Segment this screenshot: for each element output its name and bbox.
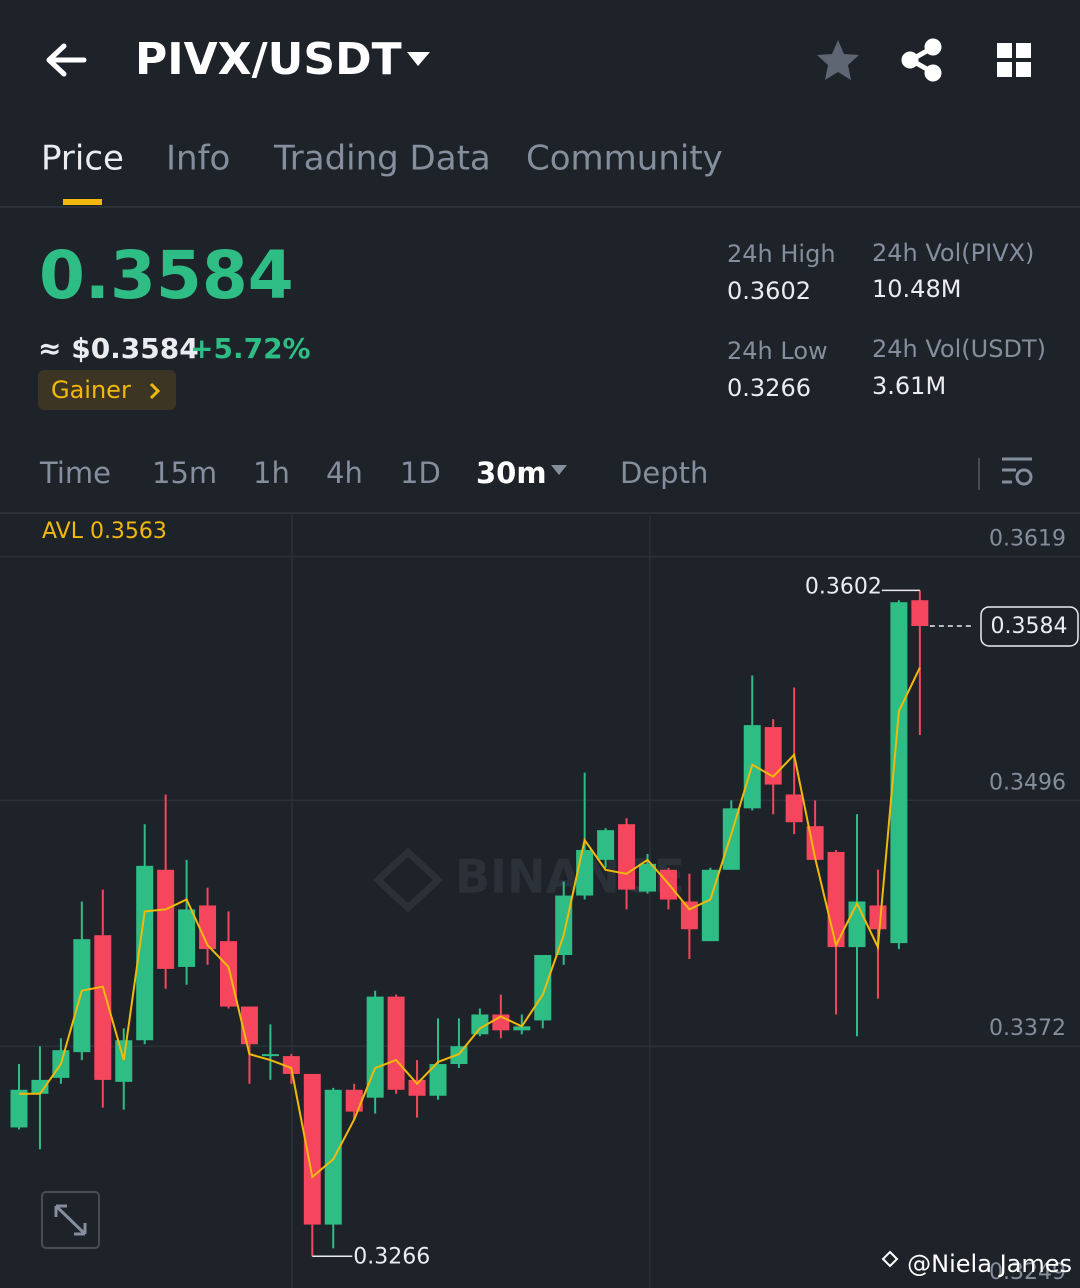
candle-body bbox=[115, 1040, 133, 1082]
share-dot bbox=[924, 38, 942, 56]
stat-value: 0.3602 bbox=[727, 277, 811, 305]
y-tick-label: 0.3372 bbox=[989, 1016, 1066, 1041]
candle-body bbox=[429, 1064, 447, 1096]
candle-body bbox=[471, 1014, 489, 1035]
candle-body bbox=[785, 794, 803, 823]
candle-body bbox=[31, 1079, 49, 1094]
watermark-logo bbox=[372, 847, 444, 913]
interval[interactable]: Time bbox=[39, 456, 111, 490]
credit-logo bbox=[881, 1250, 899, 1268]
stat-label: 24h Low bbox=[727, 337, 828, 365]
interval-selected[interactable]: 30m bbox=[476, 456, 547, 490]
expand-icon bbox=[54, 1204, 87, 1236]
stat-label: 24h Vol(PIVX) bbox=[872, 239, 1034, 267]
candle-body bbox=[408, 1079, 426, 1096]
price-change: +5.72% bbox=[190, 332, 311, 365]
candle-body bbox=[136, 865, 154, 1041]
favorite-star[interactable] bbox=[817, 40, 859, 80]
candle-body bbox=[534, 955, 552, 1021]
candle-body bbox=[303, 1073, 321, 1225]
stat-value: 10.48M bbox=[872, 275, 961, 303]
grid-menu[interactable] bbox=[997, 43, 1031, 77]
share-button[interactable] bbox=[901, 38, 942, 82]
candle-body bbox=[639, 863, 656, 892]
candle-body bbox=[911, 600, 929, 626]
candle-body bbox=[618, 824, 636, 890]
candle-body bbox=[345, 1089, 363, 1112]
avl-label: AVL 0.3563 bbox=[42, 519, 167, 544]
candle-body bbox=[576, 849, 594, 896]
candle-body bbox=[157, 869, 175, 969]
share-dot bbox=[901, 51, 919, 69]
candlestick-chart: BINANCE 0.36190.34960.33720.32490.36020.… bbox=[0, 515, 1080, 1288]
avl-line bbox=[19, 667, 921, 1179]
candle-body bbox=[282, 1056, 300, 1074]
stat-value: 3.61M bbox=[872, 372, 946, 400]
tab[interactable]: Price bbox=[41, 139, 124, 179]
candle-body bbox=[764, 727, 782, 785]
grid-cell bbox=[997, 43, 1012, 58]
grid-cell bbox=[1016, 62, 1031, 77]
y-tick-label: 0.3496 bbox=[989, 770, 1066, 795]
candle-body bbox=[387, 996, 405, 1090]
last-price-box bbox=[980, 606, 1079, 647]
pair-title[interactable]: PIVX/USDT bbox=[135, 34, 402, 85]
last-price: 0.3584 bbox=[39, 237, 294, 314]
candle-body bbox=[722, 808, 740, 870]
back-arrow bbox=[46, 43, 87, 77]
share-dot bbox=[924, 64, 942, 82]
grid-cell bbox=[1016, 43, 1031, 58]
tab-indicator bbox=[63, 199, 102, 205]
candle-body bbox=[848, 901, 866, 948]
interval-dropdown[interactable] bbox=[551, 465, 567, 475]
back-button[interactable] bbox=[46, 43, 87, 77]
interval[interactable]: 1h bbox=[253, 456, 290, 490]
settings-gear bbox=[1015, 468, 1033, 486]
candle-body bbox=[555, 895, 573, 956]
chart-settings[interactable] bbox=[1002, 457, 1033, 486]
candle-body bbox=[890, 602, 908, 944]
gainer-badge[interactable] bbox=[38, 370, 176, 410]
low-label: 0.3266 bbox=[353, 1244, 430, 1269]
tab[interactable]: Community bbox=[526, 139, 723, 179]
candle-body bbox=[199, 905, 217, 950]
candle-body bbox=[94, 935, 112, 1080]
pair-dropdown[interactable] bbox=[407, 52, 430, 66]
candle-body bbox=[10, 1089, 28, 1128]
candle-body bbox=[261, 1054, 279, 1057]
y-tick-label: 0.3249 bbox=[989, 1260, 1066, 1285]
candle-body bbox=[73, 939, 91, 1053]
last-price-label: 0.3584 bbox=[991, 614, 1068, 639]
stat-label: 24h High bbox=[727, 240, 836, 268]
stat-label: 24h Vol(USDT) bbox=[872, 335, 1046, 363]
candle-body bbox=[513, 1026, 531, 1031]
interval[interactable]: 15m bbox=[152, 456, 217, 490]
tab[interactable]: Trading Data bbox=[273, 139, 491, 179]
usd-price: ≈ $0.3584 bbox=[38, 332, 199, 365]
y-tick-label: 0.3619 bbox=[989, 527, 1066, 552]
credit: @Niela James bbox=[907, 1250, 1072, 1278]
stat-value: 0.3266 bbox=[727, 374, 811, 402]
candle-body bbox=[869, 905, 887, 930]
badge-chevron bbox=[149, 382, 161, 400]
grid-cell bbox=[997, 62, 1012, 77]
candle-body bbox=[220, 941, 237, 1007]
candle-body bbox=[597, 830, 615, 860]
interval[interactable]: 1D bbox=[400, 456, 441, 490]
interval[interactable]: 4h bbox=[326, 456, 363, 490]
candle-body bbox=[178, 909, 196, 967]
interval[interactable]: Depth bbox=[620, 456, 708, 490]
candle-body bbox=[366, 996, 384, 1098]
high-label: 0.3602 bbox=[805, 574, 882, 599]
expand-button[interactable] bbox=[41, 1191, 100, 1249]
badge-text: Gainer bbox=[51, 376, 131, 404]
tab[interactable]: Info bbox=[166, 139, 230, 179]
